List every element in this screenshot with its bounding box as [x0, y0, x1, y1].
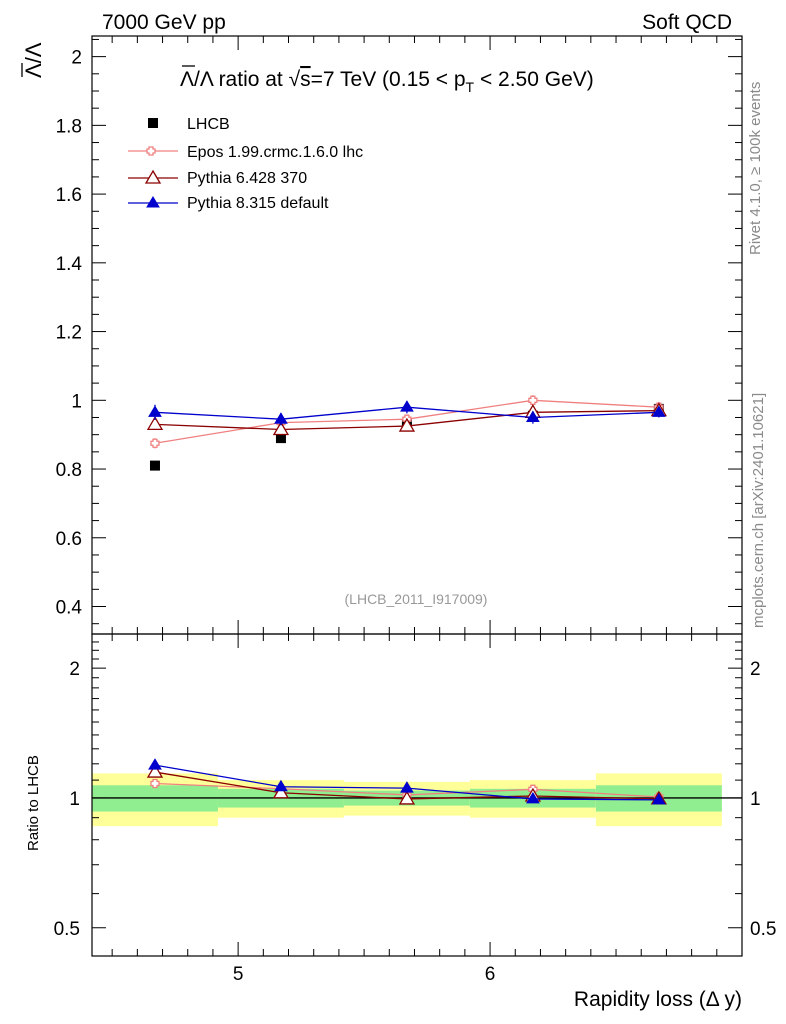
data-point-lhcb [149, 460, 160, 471]
point-pythia6 [146, 416, 164, 431]
point-pythia8 [274, 412, 288, 424]
point-pythia8 [400, 400, 414, 412]
xlabel: Rapidity loss (Δ y) [574, 988, 742, 1011]
y-tick-label-main: 1.6 [56, 185, 82, 206]
series-layer [146, 395, 667, 805]
ratio-point-pythia8 [526, 791, 540, 804]
ratio-point-pythia8 [274, 779, 288, 792]
x-tick-label: 6 [485, 964, 496, 985]
chart-title: Λ/Λ ratio at √s=7 TeV (0.15 < pT < 2.50 … [180, 68, 594, 95]
y-tick-label-ratio: 2 [69, 659, 80, 680]
ratio-point-pythia8 [400, 781, 414, 793]
y-tick-label-ratio-right: 1 [750, 789, 761, 810]
ratio-panel-frame [91, 633, 743, 957]
legend-marker-epos [146, 146, 156, 156]
title-sqrt: √ [289, 68, 301, 91]
y-tick-label-main: 1.2 [56, 323, 82, 344]
axes-layer: 5 6 0.4 0.6 0.8 1 1.2 1.4 1.6 1.8 2 0.5 0.5 1 1 2 2 [54, 36, 776, 985]
title-energy: =7 TeV (0.15 < p [311, 68, 466, 91]
ratio-point-pythia8 [148, 758, 162, 770]
ratio-point-pythia6 [272, 784, 290, 799]
legend-label-pythia6: Pythia 6.428 370 [187, 170, 307, 187]
y-tick-label-ratio-right: 2 [750, 659, 761, 680]
point-pythia8 [651, 405, 666, 417]
point-epos [150, 438, 160, 448]
ratio-point-epos [150, 778, 160, 789]
point-pythia6 [272, 421, 290, 436]
point-pythia6 [398, 417, 416, 432]
analysis-id: (LHCB_2011_I917009) [345, 591, 488, 607]
y-tick-label-main: 0.4 [56, 598, 83, 619]
title-s: s [300, 68, 311, 91]
rivet-label: Rivet 4.1.0, ≥ 100k events [747, 82, 764, 255]
y-tick-label-main: 0.6 [56, 529, 82, 550]
y-tick-label-ratio: 1 [69, 789, 80, 810]
y-tick-label-main: 1.4 [56, 254, 83, 275]
legend-marker-lhcb [148, 118, 158, 128]
point-pythia8 [526, 410, 540, 422]
ylabel-main-group: Λ/Λ [21, 42, 46, 78]
legend-label-pythia8: Pythia 8.315 default [187, 195, 329, 212]
legend-marker-pythia6 [144, 169, 162, 184]
title-range: < 2.50 GeV) [474, 68, 594, 91]
title-ratio: Λ/Λ ratio at [180, 68, 289, 91]
title-sub: T [466, 79, 475, 95]
ylabel-ratio: Ratio to LHCB [25, 755, 42, 851]
ratio-point-pythia6 [398, 790, 416, 805]
y-tick-label-main: 0.8 [56, 460, 82, 481]
legend-label-epos: Epos 1.99.crmc.1.6.0 lhc [187, 144, 363, 161]
y-tick-label-main: 1 [71, 391, 82, 412]
x-tick-label: 5 [233, 964, 244, 985]
ratio-point-pythia8 [651, 792, 666, 805]
point-pythia8 [148, 405, 162, 417]
header-left: 7000 GeV pp [102, 11, 226, 34]
y-tick-label-ratio: 0.5 [54, 919, 80, 940]
legend-label-lhcb: LHCB [187, 116, 230, 133]
ratio-point-pythia6 [146, 763, 164, 778]
point-epos [528, 395, 538, 405]
ylabel-main: Λ/Λ [21, 42, 46, 78]
y-tick-label-main: 1.8 [56, 116, 82, 137]
y-tick-label-main: 2 [71, 48, 82, 69]
y-tick-label-ratio-right: 0.5 [750, 919, 776, 940]
data-point-lhcb [275, 433, 286, 444]
mcplots-label: mcplots.cern.ch [arXiv:2401.10621] [750, 393, 767, 628]
header-right: Soft QCD [642, 11, 732, 34]
legend: LHCB Epos 1.99.crmc.1.6.0 lhc Pythia 6.4… [128, 116, 363, 212]
legend-marker-pythia8 [146, 196, 160, 208]
